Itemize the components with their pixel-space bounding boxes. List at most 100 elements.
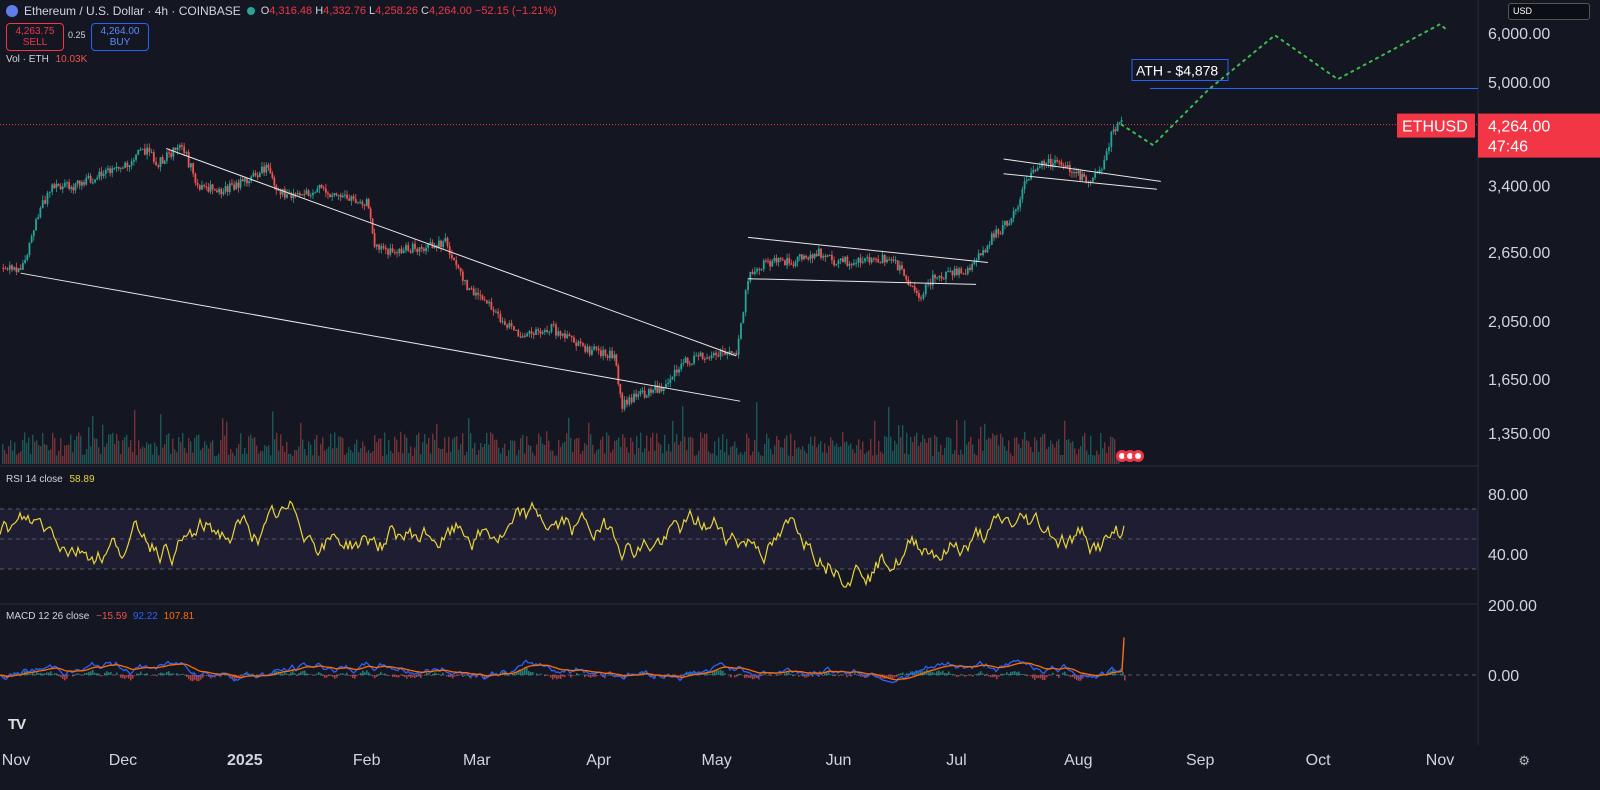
rsi-legend[interactable]: RSI 14 close 58.89 xyxy=(6,474,95,485)
volume-bar xyxy=(362,441,364,464)
macd-histogram-bar xyxy=(692,673,694,675)
buy-button[interactable]: 4,264.00 BUY xyxy=(91,23,149,51)
macd-histogram-bar xyxy=(946,673,948,675)
volume-bar xyxy=(436,424,438,464)
volume-bar xyxy=(954,450,956,464)
volume-bar xyxy=(516,455,518,464)
volume-bar xyxy=(724,452,726,464)
volume-bar xyxy=(418,432,420,464)
candle xyxy=(792,264,795,266)
macd-legend[interactable]: MACD 12 26 close −15.59 92.22 107.81 xyxy=(6,611,194,622)
macd-histogram-bar xyxy=(858,675,860,676)
volume-bar xyxy=(1008,440,1010,464)
settings-gear-icon[interactable]: ⚙ xyxy=(1518,753,1530,768)
volume-bar xyxy=(1040,436,1042,464)
candle xyxy=(749,271,752,282)
currency-select[interactable]: USD xyxy=(1508,3,1590,20)
macd-histogram-bar xyxy=(410,675,412,678)
volume-bar xyxy=(1014,437,1016,464)
macd-histogram-bar xyxy=(694,671,696,675)
candle xyxy=(848,263,851,266)
volume-bar xyxy=(190,441,192,464)
macd-histogram-bar xyxy=(890,675,892,678)
candle xyxy=(24,260,26,263)
volume-bar xyxy=(514,440,516,464)
volume-bar xyxy=(268,445,270,464)
volume-bar xyxy=(244,448,246,464)
time-axis-tick: Nov xyxy=(2,752,30,769)
volume-bar xyxy=(988,437,990,464)
candle xyxy=(708,357,711,359)
volume-bar xyxy=(694,455,696,464)
volume-bar xyxy=(942,454,944,464)
candle xyxy=(669,379,672,383)
candle xyxy=(934,274,936,279)
volume-bar xyxy=(154,442,156,464)
macd-histogram-bar xyxy=(554,675,556,678)
event-marker-icon xyxy=(1135,453,1141,459)
volume-bar xyxy=(468,418,470,464)
volume-bar xyxy=(510,440,512,464)
candle xyxy=(1010,218,1013,224)
macd-histogram-bar xyxy=(240,675,242,677)
candle xyxy=(320,185,323,188)
volume-bar xyxy=(1082,436,1084,464)
volume-legend[interactable]: Vol · ETH 10.03K xyxy=(6,54,87,65)
volume-bar xyxy=(656,433,658,464)
macd-histogram-bar xyxy=(100,675,102,677)
candle xyxy=(695,355,698,357)
candle xyxy=(499,313,502,323)
candle xyxy=(613,354,616,359)
sell-button[interactable]: 4,263.75 SELL xyxy=(6,23,64,51)
candle xyxy=(470,288,473,290)
macd-histogram-bar xyxy=(190,675,192,681)
volume-bar xyxy=(562,443,564,464)
volume-bar xyxy=(520,438,522,464)
candle xyxy=(113,168,116,170)
volume-bar xyxy=(318,455,320,464)
volume-bar xyxy=(1116,455,1118,464)
macd-histogram-bar xyxy=(1056,675,1058,677)
volume-bar xyxy=(814,436,816,464)
macd-histogram-bar xyxy=(682,675,684,677)
candle xyxy=(872,258,875,260)
volume-bar xyxy=(1080,446,1082,464)
candle xyxy=(557,331,560,336)
volume-bar xyxy=(630,437,632,464)
volume-bar xyxy=(1076,454,1078,464)
volume-bar xyxy=(216,455,218,464)
candle xyxy=(265,164,268,173)
macd-histogram-bar xyxy=(378,674,380,675)
macd-histogram-bar xyxy=(72,675,74,677)
volume-bar xyxy=(208,448,210,464)
candle xyxy=(913,286,916,291)
symbol-title[interactable]: Ethereum / U.S. Dollar · 4h · COINBASE xyxy=(24,4,241,18)
volume-bar xyxy=(790,433,792,464)
candle xyxy=(367,199,370,209)
volume-bar xyxy=(56,455,58,464)
volume-bar xyxy=(392,453,394,464)
volume-bar xyxy=(60,438,62,464)
candle xyxy=(788,258,791,264)
macd-histogram-bar xyxy=(364,672,366,675)
volume-bar xyxy=(838,446,840,464)
volume-bar xyxy=(20,451,22,464)
candle xyxy=(275,185,278,191)
macd-histogram-bar xyxy=(940,672,942,675)
volume-bar xyxy=(772,454,774,464)
candle xyxy=(170,153,173,157)
candle xyxy=(411,243,414,253)
candle xyxy=(261,166,263,173)
volume-bar xyxy=(788,455,790,464)
volume-bar xyxy=(336,447,338,464)
volume-bar xyxy=(632,441,634,464)
volume-bar xyxy=(1070,442,1072,464)
macd-histogram-bar xyxy=(738,673,740,675)
volume-bar xyxy=(1050,440,1052,464)
macd-histogram-bar xyxy=(1010,671,1012,675)
macd-histogram-bar xyxy=(964,675,966,677)
last-price-tag-box xyxy=(1478,113,1600,158)
macd-axis-tick: 0.00 xyxy=(1488,668,1519,685)
candle xyxy=(733,352,735,354)
